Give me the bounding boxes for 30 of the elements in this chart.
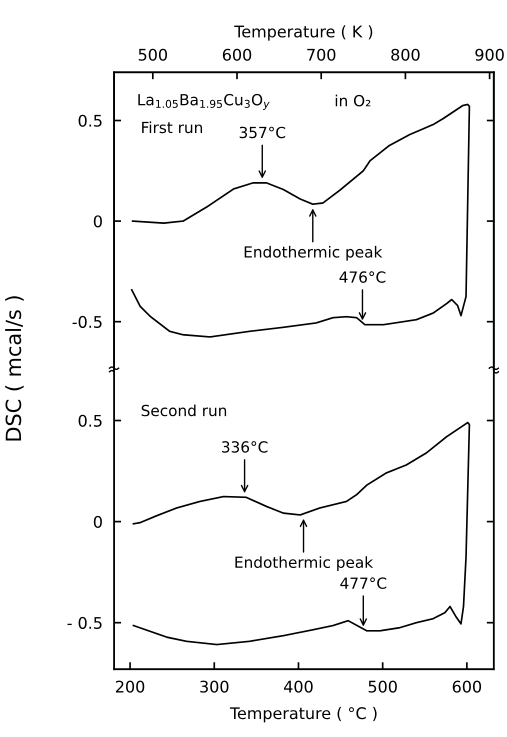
y-tick-label: 0 xyxy=(94,215,102,228)
annotation: 336°C xyxy=(222,441,268,453)
x-tick-label: 600 xyxy=(452,680,482,693)
y-tick-label: 0.5 xyxy=(78,414,102,427)
annotation: First run xyxy=(142,121,202,134)
x2-tick-label: 800 xyxy=(391,48,420,61)
y-tick-label: 0.5 xyxy=(78,114,102,127)
annotation: 477°C xyxy=(340,577,386,589)
y-tick-label: -0.5 xyxy=(72,316,102,328)
annotation: Second run xyxy=(142,404,226,416)
annotation: 357°C xyxy=(240,126,286,138)
x-axis-title: Temperature ( °C ) xyxy=(230,706,377,722)
x-tick-label: 200 xyxy=(116,680,144,693)
y-tick-label: - 0.5 xyxy=(68,616,102,629)
x2-axis-title: Temperature ( K ) xyxy=(234,25,372,41)
x2-tick-label: 600 xyxy=(222,48,252,61)
annotation: in O₂ xyxy=(336,94,370,106)
x2-tick-label: 700 xyxy=(307,48,336,61)
x-tick-label: 500 xyxy=(368,680,397,693)
line-series xyxy=(132,422,470,646)
x2-tick-label: 900 xyxy=(475,48,504,61)
y-axis-title: DSC ( mcal/s ) xyxy=(5,296,24,441)
x-tick-label: 300 xyxy=(200,680,228,693)
x2-tick-label: 500 xyxy=(138,48,167,61)
annotation: Endothermic peak xyxy=(244,246,382,261)
y-tick-label: 0 xyxy=(94,516,102,528)
x-tick-label: 400 xyxy=(284,680,313,693)
annotation: Endothermic peak xyxy=(235,556,374,571)
annotation: La$_{1.05}$Ba$_{1.95}$Cu$_{3}$O$_{y}$ xyxy=(138,94,270,110)
annotation: 476°C xyxy=(339,271,386,283)
